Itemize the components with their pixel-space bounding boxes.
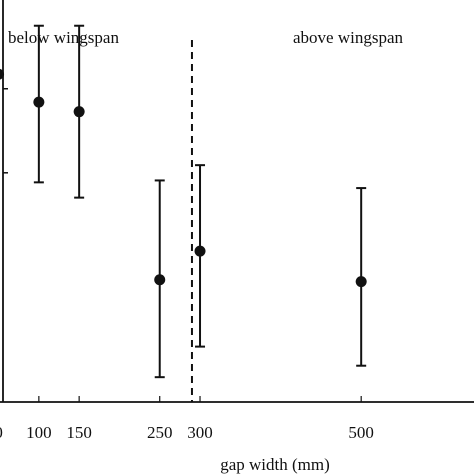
- below-wingspan-label: below wingspan: [8, 28, 119, 47]
- x-tick-label: 300: [187, 423, 213, 442]
- data-point: [33, 96, 45, 108]
- x-axis-label: gap width (mm): [220, 455, 330, 474]
- chart-text-layer: below wingspan above wingspan gap width …: [8, 28, 403, 474]
- data-point: [355, 276, 367, 288]
- data-point: [0, 68, 5, 80]
- data-point: [154, 274, 166, 286]
- x-tick-label: 150: [66, 423, 92, 442]
- data-points: [0, 24, 367, 379]
- x-tick-label: 100: [26, 423, 52, 442]
- x-tick-label: 500: [348, 423, 374, 442]
- data-point: [194, 245, 206, 257]
- x-tick-label: 0: [0, 423, 3, 442]
- axes-layer: [0, 0, 474, 403]
- x-tick-labels: 0 100 150 250 300 500: [0, 396, 374, 442]
- above-wingspan-label: above wingspan: [293, 28, 404, 47]
- x-tick-label: 250: [147, 423, 173, 442]
- data-point: [73, 106, 85, 118]
